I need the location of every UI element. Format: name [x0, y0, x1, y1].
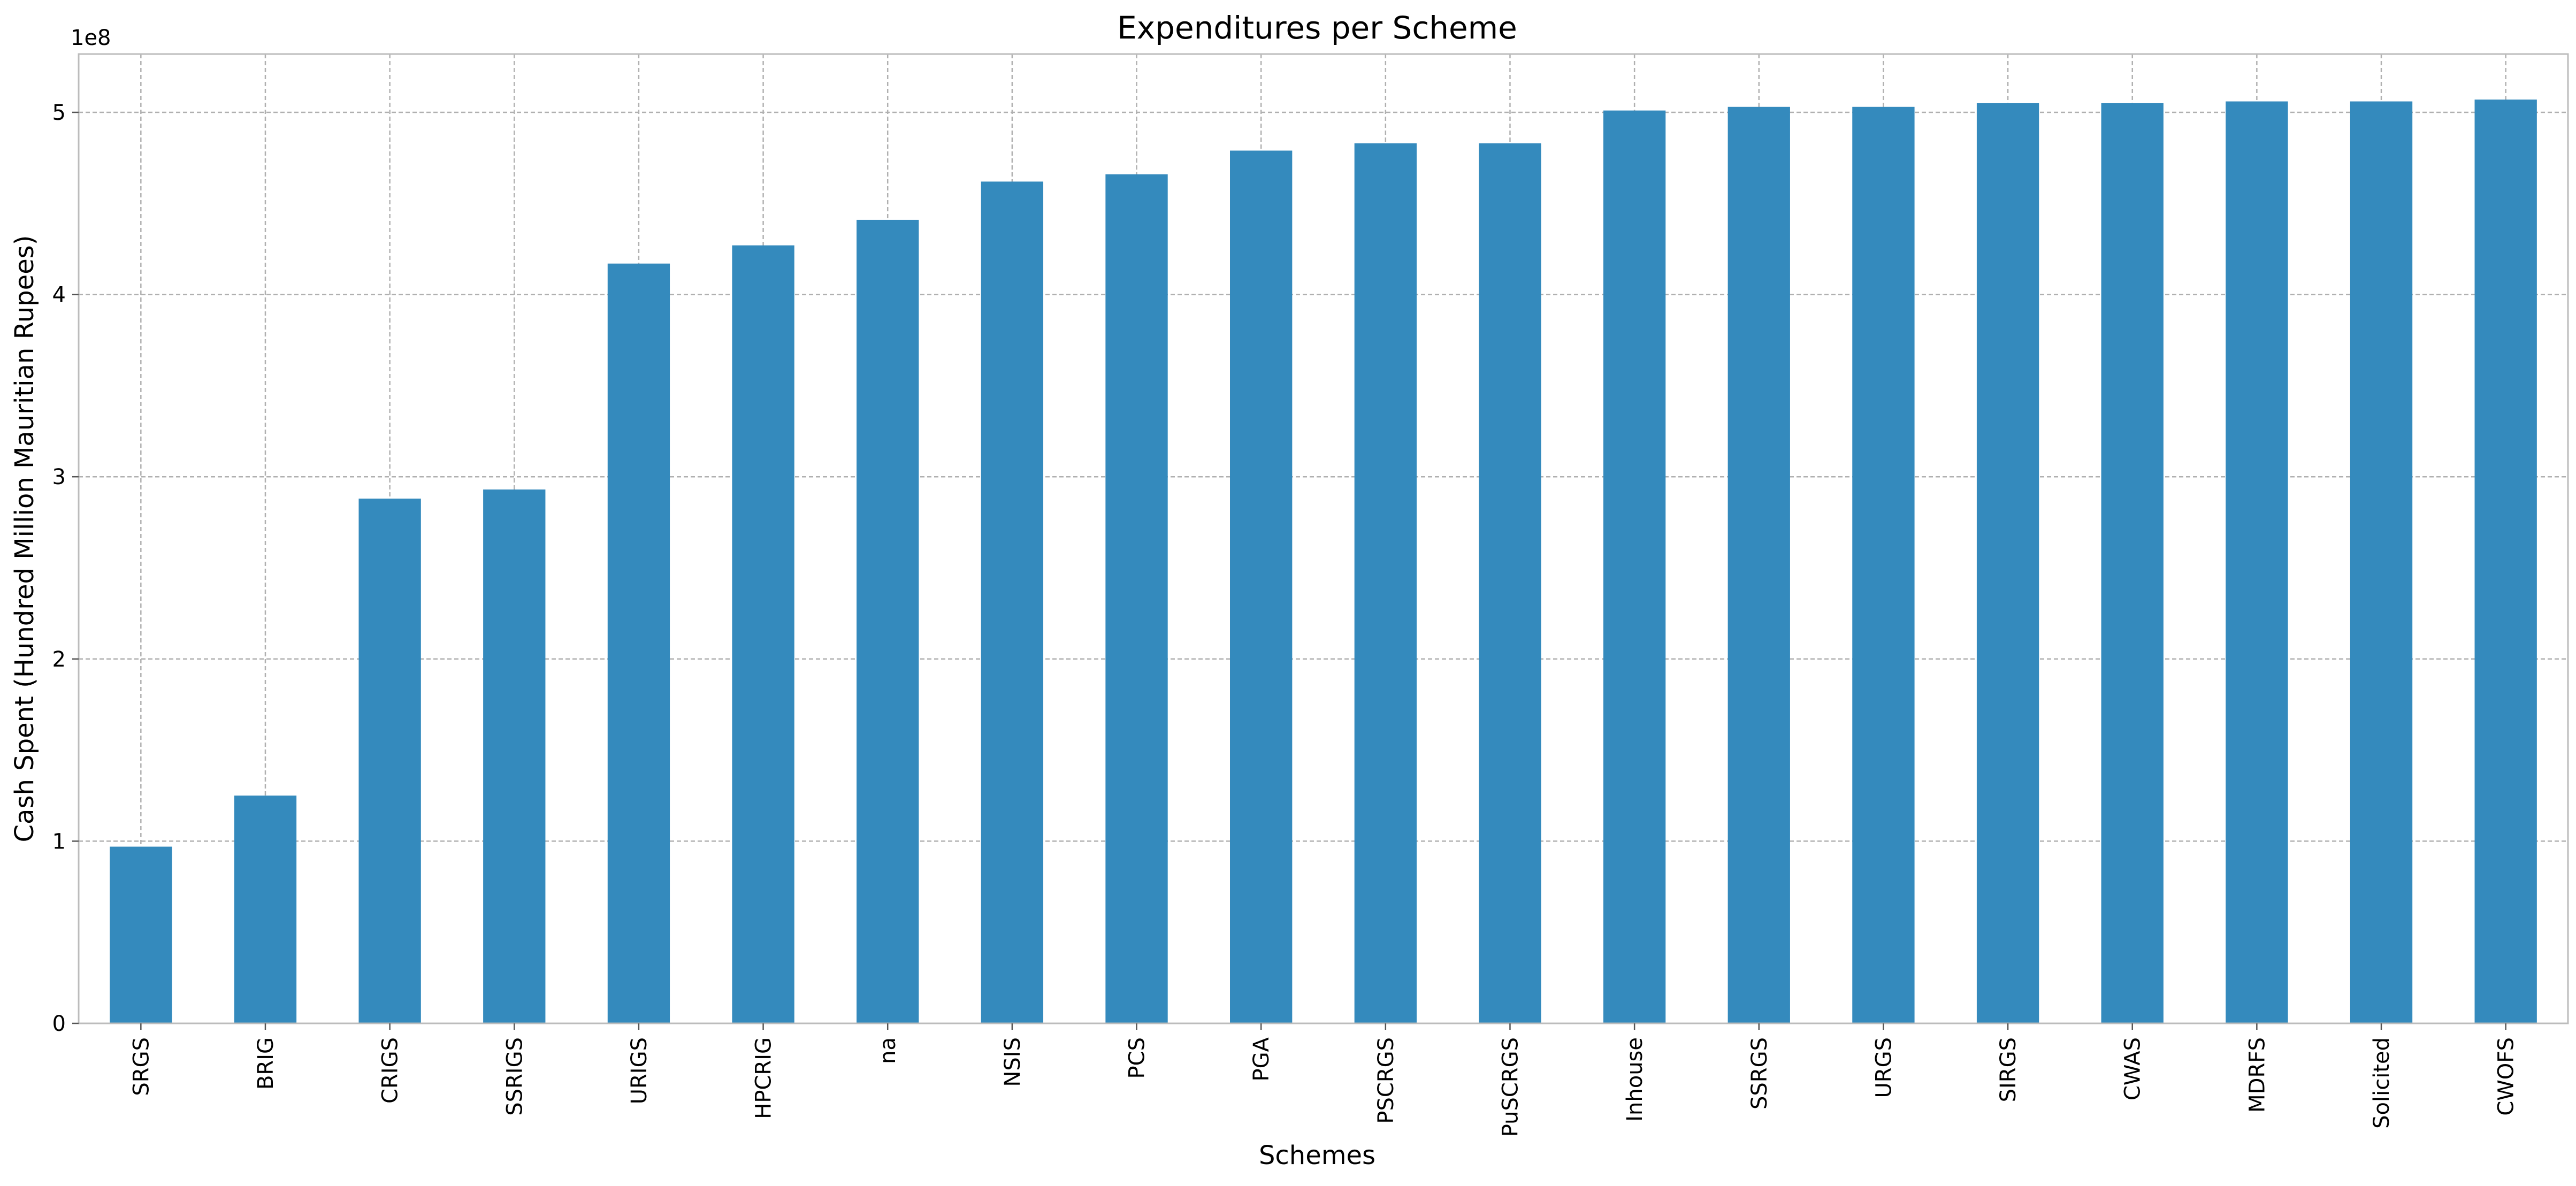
bar-ssrgs [1727, 106, 1790, 1024]
bar-solicited [2350, 101, 2413, 1023]
y-axis-offset-label: 1e8 [71, 26, 111, 50]
x-tick-label: PCS [1125, 1037, 1150, 1078]
plot-area [79, 54, 2568, 1023]
y-axis-label: Cash Spent (Hundred Million Mauritian Ru… [10, 235, 40, 843]
x-tick-label: URGS [1871, 1037, 1896, 1098]
y-tick-label: 4 [52, 283, 66, 308]
chart-title: Expenditures per Scheme [1117, 10, 1517, 46]
y-tick-label: 3 [52, 465, 66, 489]
x-tick-label: MDRFS [2245, 1037, 2269, 1113]
x-tick-label: URIGS [627, 1037, 652, 1104]
x-tick-label: BRIG [254, 1037, 278, 1090]
bar-na [857, 219, 919, 1023]
x-tick-label: CWAS [2121, 1037, 2145, 1100]
bar-cwas [2101, 103, 2164, 1023]
bar-crigs [358, 499, 421, 1023]
x-tick-label: HPCRIG [752, 1037, 776, 1119]
y-tick-label: 5 [52, 101, 66, 125]
bar-brig [234, 795, 297, 1023]
plot-frame [78, 53, 2569, 1024]
bar-puscrgs [1479, 143, 1541, 1023]
y-tick-label: 0 [52, 1012, 66, 1036]
bar-pscrgs [1354, 143, 1417, 1023]
y-tick-label: 1 [52, 829, 66, 854]
bar-urigs [607, 263, 670, 1023]
bar-srgs [110, 846, 172, 1023]
bar-ssrigs [483, 489, 546, 1023]
bar-nsis [981, 181, 1044, 1024]
bar-urgs [1852, 106, 1915, 1024]
x-tick-label: SIRGS [1996, 1037, 2021, 1102]
x-tick-label: PSCRGS [1374, 1037, 1398, 1124]
x-axis-label: Schemes [1259, 1141, 1375, 1170]
x-tick-label: SSRIGS [502, 1037, 527, 1116]
x-tick-label: Solicited [2369, 1037, 2394, 1129]
bar-mdrfs [2226, 101, 2288, 1023]
x-tick-label: PGA [1249, 1037, 1274, 1081]
y-axis-ticks: 0 1 2 3 4 5 [52, 101, 79, 1036]
x-tick-label: NSIS [1000, 1037, 1025, 1087]
bar-pga [1230, 150, 1293, 1023]
x-tick-label: PuSCRGS [1498, 1037, 1523, 1137]
x-tick-label: na [876, 1037, 900, 1064]
bar-pcs [1105, 174, 1168, 1023]
x-axis-ticks: SRGS BRIG CRIGS SSRIGS URIGS HPCRIG na NSIS PCS P… [129, 1023, 2519, 1137]
x-tick-label: SRGS [129, 1037, 154, 1096]
x-tick-label: CRIGS [378, 1037, 403, 1104]
bar-hpcrig [732, 245, 794, 1023]
x-tick-label: Inhouse [1623, 1037, 1647, 1122]
bar-sirgs [1976, 103, 2039, 1023]
bar-inhouse [1603, 110, 1666, 1024]
bar-cwofs [2474, 100, 2537, 1023]
x-tick-label: SSRGS [1747, 1037, 1772, 1110]
bars [110, 100, 2537, 1024]
y-tick-label: 2 [52, 647, 66, 672]
x-tick-label: CWOFS [2494, 1037, 2519, 1116]
